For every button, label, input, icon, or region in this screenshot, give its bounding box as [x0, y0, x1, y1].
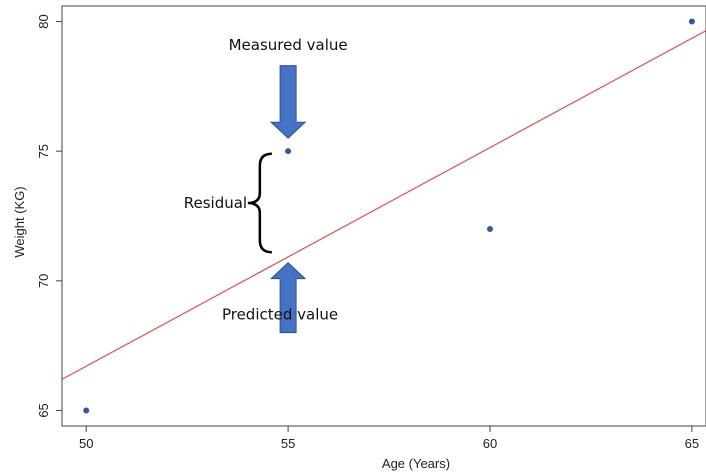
x-tick-label: 60	[483, 436, 497, 451]
up-arrow	[269, 261, 307, 334]
data-point	[83, 407, 90, 414]
annotation-label: Residual	[184, 194, 247, 212]
x-tick-label: 50	[79, 436, 93, 451]
y-axis-title: Weight (KG)	[12, 186, 27, 257]
down-arrow	[269, 65, 307, 139]
residual-brace	[247, 152, 272, 254]
regression-line	[61, 30, 706, 380]
data-point	[688, 18, 695, 25]
x-axis-title: Age (Years)	[382, 456, 450, 471]
annotation-label: Predicted value	[222, 306, 338, 324]
y-tick-label: 75	[36, 144, 51, 158]
annotation-label: Measured value	[229, 36, 348, 54]
y-tick-label: 80	[36, 14, 51, 28]
x-tick-label: 55	[281, 436, 295, 451]
x-tick-label: 65	[685, 436, 699, 451]
data-point	[486, 225, 493, 232]
y-tick-label: 70	[36, 274, 51, 288]
y-tick-label: 65	[36, 403, 51, 417]
plot-frame	[61, 5, 706, 427]
data-point	[285, 148, 292, 155]
